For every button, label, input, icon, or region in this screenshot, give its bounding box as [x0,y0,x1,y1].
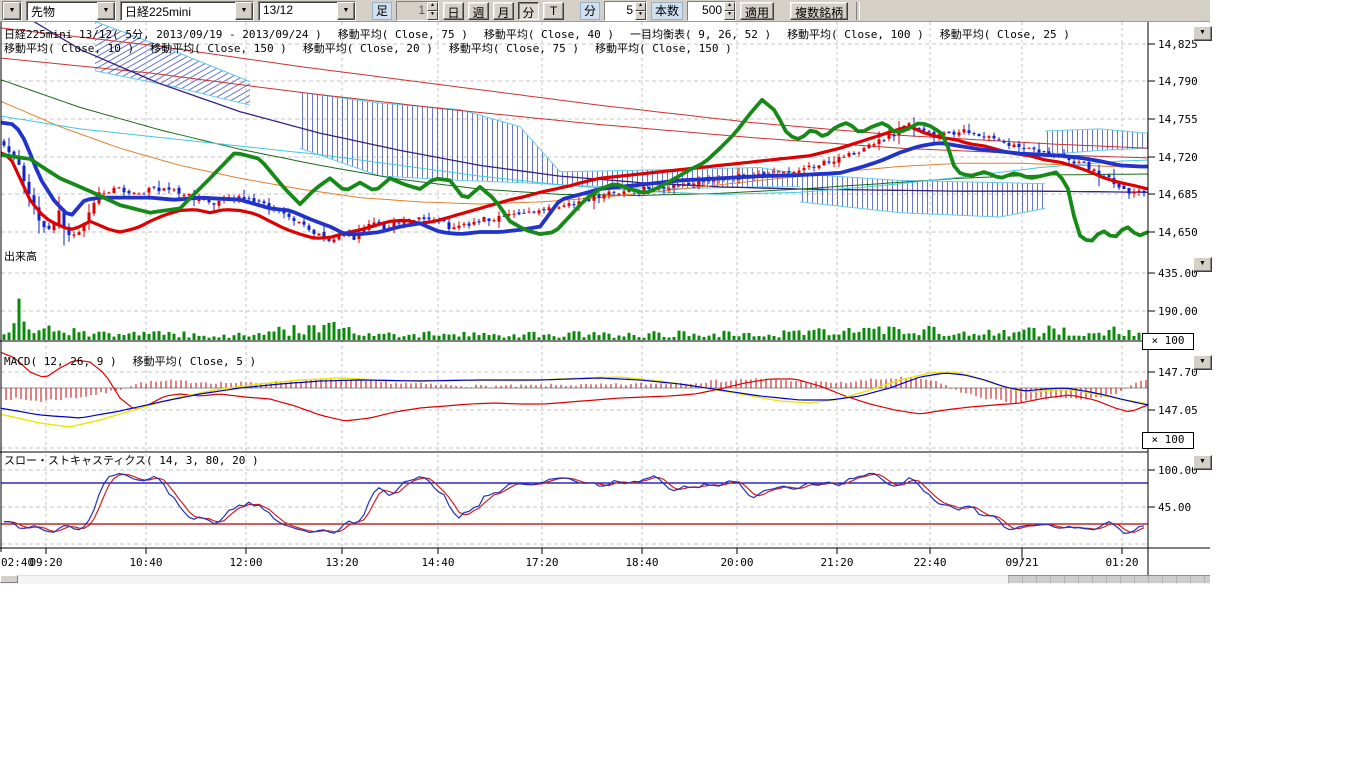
legend-item: 移動平均( Close, 150 ) [150,42,287,55]
price-axis-label: 14,825 [1158,38,1198,51]
price-pane-collapse-button[interactable]: ▼ [1193,26,1212,41]
stochastics-pane [1,474,1148,534]
legend-item: 移動平均( Close, 10 ) [4,42,134,55]
time-axis-label: 01:20 [1105,556,1138,569]
macd-axis-label: 147.70 [1158,366,1198,379]
horizontal-scrollbar-thumb[interactable] [1008,575,1210,583]
legend-item: スロー・ストキャスティクス( 14, 3, 80, 20 ) [4,454,259,467]
time-axis-label: 22:40 [913,556,946,569]
volume-axis-label: 190.00 [1158,305,1198,318]
price-axis-label: 14,720 [1158,151,1198,164]
primary-overlay-lines [0,100,1148,241]
legend-item: 移動平均( Close, 150 ) [595,42,732,55]
trading-app-window: ▼ 先物 ▼ 日経225mini ▼ 13/12 ▼ 足 1 ▲▼ 日 週 月 … [0,0,1366,768]
macd-scale-box: × 100 [1142,432,1194,449]
volume-legend: 出来高 [4,248,53,264]
macd-pane-collapse-button[interactable]: ▼ [1193,355,1212,370]
time-axis-label: 14:40 [421,556,454,569]
stoch-pane-collapse-button[interactable]: ▼ [1193,455,1212,470]
chart-canvas[interactable]: 14,825 14,790 14,755 14,720 14,685 14,650 435.… [0,0,1366,768]
time-axis-label: 09/21 [1005,556,1038,569]
gridlines [1,22,1148,548]
time-axis-label: 20:00 [720,556,753,569]
axis-labels: 14,825 14,790 14,755 14,720 14,685 14,650 435.… [1,38,1198,569]
legend-item: 移動平均( Close, 20 ) [303,42,433,55]
stoch-axis-label: 100.00 [1158,464,1198,477]
volume-scale-box: × 100 [1142,333,1194,350]
macd-axis-label: 147.05 [1158,404,1198,417]
horizontal-scrollbar-left-handle[interactable] [0,575,18,583]
price-axis-label: 14,650 [1158,226,1198,239]
volume-axis-label: 435.00 [1158,267,1198,280]
volume-legend-label: 出来高 [4,250,37,263]
legend-item: 移動平均( Close, 75 ) [449,42,579,55]
time-axis-label: 10:40 [129,556,162,569]
stoch-legend: スロー・ストキャスティクス( 14, 3, 80, 20 ) [4,452,275,468]
time-axis-label: 17:20 [525,556,558,569]
time-axis-label: 12:00 [229,556,262,569]
legend-item: MACD( 12, 26, 9 ) [4,355,117,368]
price-axis-label: 14,685 [1158,188,1198,201]
price-legend-row2: 移動平均( Close, 10 ) 移動平均( Close, 150 ) 移動平均(… [4,40,748,56]
time-axis-label: 18:40 [625,556,658,569]
macd-legend: MACD( 12, 26, 9 ) 移動平均( Close, 5 ) [4,353,272,369]
price-axis-label: 14,755 [1158,113,1198,126]
stoch-axis-label: 45.00 [1158,501,1191,514]
time-axis-label: 09:20 [29,556,62,569]
time-axis-label: 13:20 [325,556,358,569]
legend-item: 移動平均( Close, 100 ) [787,28,924,41]
legend-item: 移動平均( Close, 5 ) [133,355,256,368]
time-axis-label: 21:20 [820,556,853,569]
volume-pane-collapse-button[interactable]: ▼ [1193,257,1212,272]
legend-item: 移動平均( Close, 25 ) [940,28,1070,41]
price-axis-label: 14,790 [1158,75,1198,88]
volume-bars [3,299,1146,340]
